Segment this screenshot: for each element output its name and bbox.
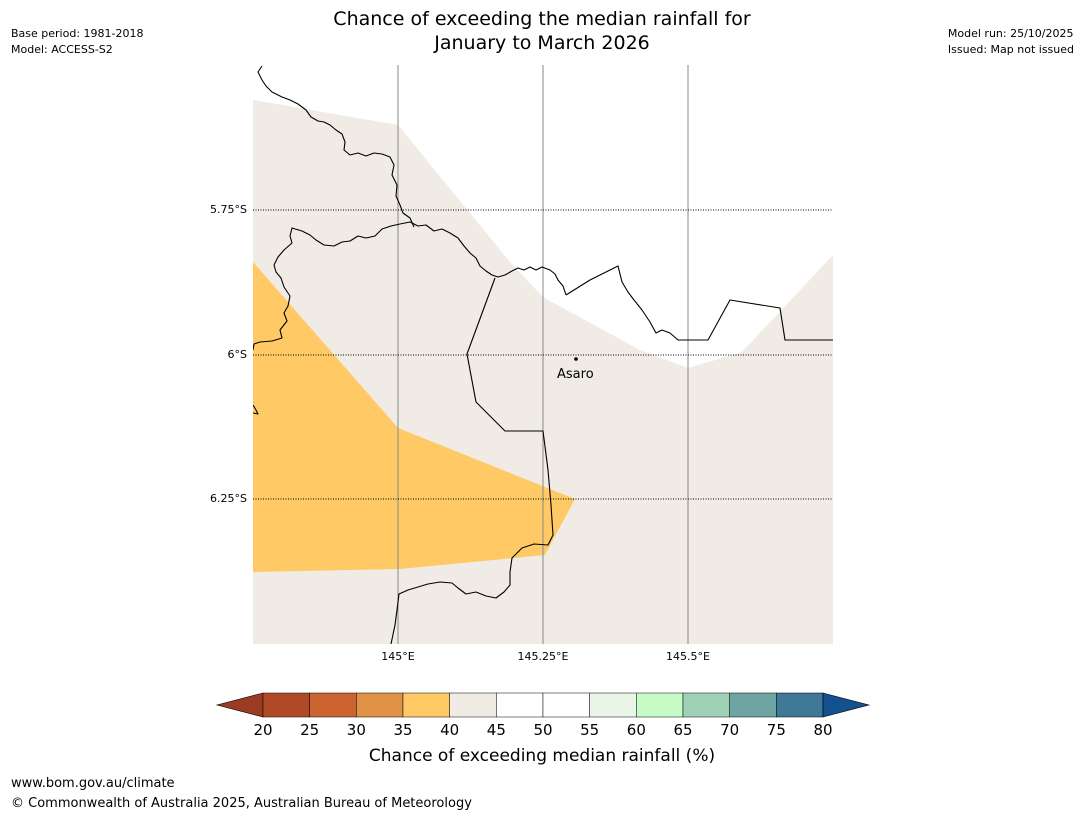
colorbar-tick-40: 40 bbox=[440, 721, 459, 739]
colorbar-band-40-45 bbox=[449, 692, 497, 718]
colorbar-band-25-30 bbox=[309, 692, 357, 718]
colorbar-tick-45: 45 bbox=[487, 721, 506, 739]
lon-label-145-5: 145.5°E bbox=[666, 650, 710, 663]
footer-copyright: © Commonwealth of Australia 2025, Austra… bbox=[11, 796, 472, 811]
colorbar-band-30-35 bbox=[356, 692, 404, 718]
border-north-west bbox=[257, 65, 415, 228]
map-panel: Asaro bbox=[253, 65, 833, 644]
colorbar-band-70-75 bbox=[729, 692, 777, 718]
colorbar-bands bbox=[262, 692, 824, 718]
colorbar-tick-30: 30 bbox=[347, 721, 366, 739]
colorbar-band-55-60 bbox=[589, 692, 637, 718]
province-borders bbox=[253, 65, 833, 644]
lon-label-145-25: 145.25°E bbox=[518, 650, 569, 663]
colorbar-tick-20: 20 bbox=[253, 721, 272, 739]
border-west-edge bbox=[253, 404, 259, 415]
border-highlands-west bbox=[390, 277, 554, 644]
colorbar-tick-80: 80 bbox=[813, 721, 832, 739]
map-title: Chance of exceeding the median rainfall … bbox=[242, 7, 842, 55]
metadata-right: Model run: 25/10/2025 Issued: Map not is… bbox=[948, 26, 1074, 58]
base-period-text: Base period: 1981-2018 bbox=[11, 27, 144, 40]
colorbar-title: Chance of exceeding median rainfall (%) bbox=[369, 746, 715, 766]
lat-label-6: 6°S bbox=[228, 348, 247, 361]
model-run-text: Model run: 25/10/2025 bbox=[947, 27, 1074, 40]
asaro-label: Asaro bbox=[557, 367, 594, 382]
colorbar-band-60-65 bbox=[636, 692, 684, 718]
border-central-ridge bbox=[253, 223, 401, 351]
colorbar-tick-70: 70 bbox=[720, 721, 739, 739]
colorbar-extend-low bbox=[215, 692, 264, 718]
border-north-east bbox=[565, 265, 833, 341]
border-ridge-east bbox=[399, 221, 567, 296]
colorbar-tick-55: 55 bbox=[580, 721, 599, 739]
metadata-left: Base period: 1981-2018 Model: ACCESS-S2 bbox=[11, 26, 143, 58]
issued-text: Issued: Map not issued bbox=[947, 43, 1074, 56]
colorbar-tick-65: 65 bbox=[673, 721, 692, 739]
lon-label-145: 145°E bbox=[381, 650, 414, 663]
footer-url: www.bom.gov.au/climate bbox=[11, 776, 175, 791]
model-text: Model: ACCESS-S2 bbox=[11, 43, 113, 56]
asaro-marker bbox=[574, 357, 578, 361]
colorbar-band-50-55 bbox=[542, 692, 590, 718]
lat-label-5-75: 5.75°S bbox=[210, 203, 247, 216]
colorbar-extend-high bbox=[822, 692, 871, 718]
colorbar-tick-labels: 20 25 30 35 40 45 50 55 60 65 70 75 80 bbox=[253, 721, 832, 739]
probability-area-35-40 bbox=[253, 262, 575, 572]
colorbar-tick-50: 50 bbox=[533, 721, 552, 739]
lat-label-6-25: 6.25°S bbox=[210, 492, 247, 505]
colorbar-band-45-50 bbox=[496, 692, 544, 718]
colorbar: 20 25 30 35 40 45 50 55 60 65 70 75 80 Chance of exc… bbox=[215, 692, 871, 766]
colorbar-band-20-25 bbox=[262, 692, 310, 718]
colorbar-tick-25: 25 bbox=[300, 721, 319, 739]
title-line-1: Chance of exceeding the median rainfall … bbox=[333, 8, 751, 30]
colorbar-band-65-70 bbox=[682, 692, 730, 718]
colorbar-band-75-80 bbox=[776, 692, 824, 718]
colorbar-tick-35: 35 bbox=[393, 721, 412, 739]
colorbar-tick-60: 60 bbox=[627, 721, 646, 739]
colorbar-band-35-40 bbox=[402, 692, 450, 718]
colorbar-tick-75: 75 bbox=[767, 721, 786, 739]
title-line-2: January to March 2026 bbox=[434, 32, 650, 54]
